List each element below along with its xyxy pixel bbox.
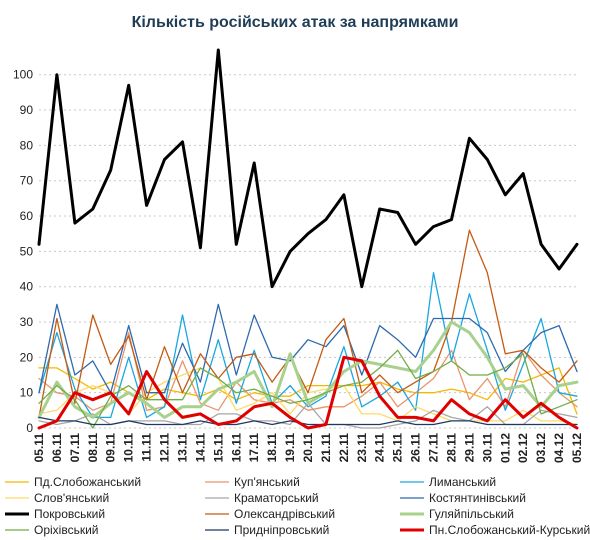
- x-tick-label: 03.12: [534, 433, 548, 463]
- series-line-11: [37, 355, 579, 430]
- series-line-1: [38, 331, 578, 411]
- x-axis: 05.11 06.11 07.11 08.11 09.11 10.11 11.11 12.11…: [32, 433, 584, 463]
- x-tick-label: 27.11: [427, 433, 441, 463]
- series-line-6: [37, 48, 579, 289]
- y-tick-label: 100: [13, 68, 33, 82]
- x-tick-label: 28.11: [444, 433, 458, 463]
- x-tick-label: 17.11: [247, 433, 261, 463]
- legend-label-3: Слов'янський: [34, 491, 109, 505]
- y-tick-label: 30: [20, 315, 34, 329]
- x-tick-label: 22.11: [337, 433, 351, 463]
- x-tick-label: 10.11: [122, 433, 136, 463]
- y-tick-label: 10: [20, 386, 34, 400]
- x-tick-label: 07.11: [68, 433, 82, 463]
- y-tick-label: 70: [20, 174, 34, 188]
- x-tick-label: 14.11: [193, 433, 207, 463]
- x-tick-label: 11.11: [140, 433, 154, 462]
- x-tick-label: 19.11: [283, 433, 297, 463]
- y-tick-label: 50: [20, 244, 34, 258]
- y-axis: 0 10 20 30 40 50 60 70 80 90 100: [13, 68, 33, 435]
- x-tick-label: 24.11: [373, 433, 387, 463]
- legend-label-6: Покровський: [34, 507, 105, 521]
- legend: Пд.Слобожанський Куп'янський Лиманський Сло…: [5, 475, 590, 537]
- x-tick-label: 05.11: [32, 433, 46, 463]
- legend-label-5: Костянтинівський: [429, 491, 526, 505]
- x-tick-label: 16.11: [229, 433, 243, 463]
- y-tick-label: 60: [20, 209, 34, 223]
- series-line-8: [37, 320, 579, 419]
- series-line-2: [38, 271, 578, 419]
- legend-label-4: Краматорський: [234, 491, 319, 505]
- x-tick-label: 09.11: [104, 433, 118, 463]
- x-tick-label: 08.11: [86, 433, 100, 463]
- x-tick-label: 29.11: [462, 433, 476, 463]
- legend-label-10: Придніпровський: [234, 523, 329, 537]
- legend-label-11: Пн.Слобожанський-Курський: [429, 523, 590, 537]
- x-tick-label: 15.11: [211, 433, 225, 463]
- series-line-9: [38, 349, 578, 429]
- x-tick-label: 06.11: [50, 433, 64, 463]
- y-tick-label: 90: [20, 103, 34, 117]
- x-tick-label: 25.11: [391, 433, 405, 463]
- x-tick-label: 05.12: [570, 433, 584, 463]
- x-tick-label: 04.12: [552, 433, 566, 463]
- x-tick-label: 26.11: [409, 433, 423, 463]
- chart-title: Кількість російських атак за напрямками: [132, 14, 459, 31]
- x-tick-label: 12.11: [158, 433, 172, 463]
- x-tick-label: 02.12: [516, 433, 530, 463]
- series-line-7: [38, 229, 578, 419]
- legend-label-8: Гуляйпільський: [429, 507, 514, 521]
- x-tick-label: 21.11: [319, 433, 333, 463]
- y-tick-label: 20: [20, 350, 34, 364]
- legend-label-0: Пд.Слобожанський: [34, 475, 141, 489]
- x-tick-label: 20.11: [301, 433, 315, 463]
- x-tick-label: 01.12: [498, 433, 512, 463]
- y-tick-label: 0: [26, 421, 33, 435]
- legend-label-9: Оріхівський: [34, 523, 99, 537]
- y-tick-label: 40: [20, 280, 34, 294]
- series-lines: [37, 48, 579, 430]
- legend-label-2: Лиманський: [429, 475, 496, 489]
- x-tick-label: 30.11: [480, 433, 494, 463]
- x-tick-label: 23.11: [355, 433, 369, 463]
- legend-label-7: Олександрівський: [234, 507, 335, 521]
- legend-label-1: Куп'янський: [234, 475, 300, 489]
- y-tick-label: 80: [20, 138, 34, 152]
- series-line-5: [38, 303, 578, 394]
- x-tick-label: 13.11: [175, 433, 189, 463]
- x-tick-label: 18.11: [265, 433, 279, 463]
- series-line-10: [38, 416, 578, 426]
